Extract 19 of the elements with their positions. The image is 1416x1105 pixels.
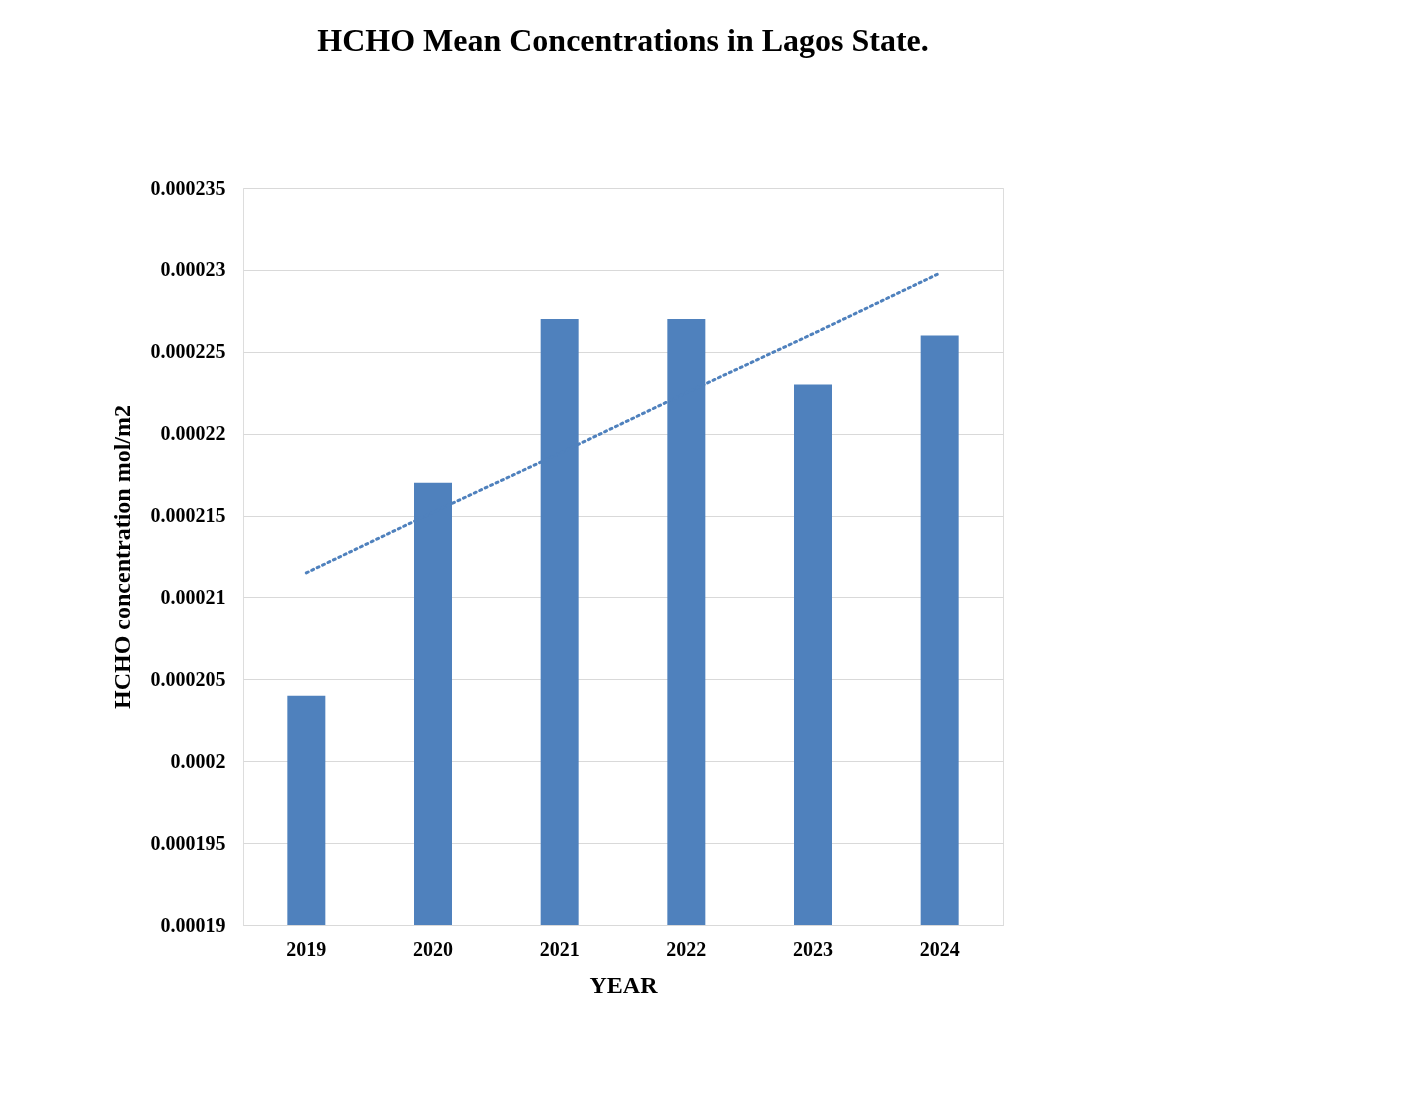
y-tick-label: 0.00019 <box>160 913 226 936</box>
y-tick-label: 0.00022 <box>160 422 226 445</box>
y-tick-label: 0.00023 <box>160 258 226 281</box>
y-tick-label: 0.00021 <box>160 585 226 608</box>
x-tick-label: 2024 <box>919 937 960 960</box>
x-tick-label: 2022 <box>666 937 707 960</box>
y-tick-label: 0.000195 <box>150 831 226 854</box>
y-tick-label: 0.000205 <box>150 667 226 690</box>
y-tick-label: 0.000235 <box>150 176 226 199</box>
x-axis-title: YEAR <box>589 971 659 998</box>
y-tick-label: 0.000215 <box>150 504 226 527</box>
chart-title: HCHO Mean Concentrations in Lagos State. <box>317 22 929 58</box>
x-tick-label: 2019 <box>286 937 327 960</box>
x-tick-label: 2023 <box>793 937 833 960</box>
y-tick-label: 0.000225 <box>150 340 226 363</box>
y-tick-label: 0.0002 <box>170 749 226 772</box>
x-tick-label: 2020 <box>413 937 453 960</box>
y-axis-title: HCHO concentration mol/m2 <box>108 405 135 709</box>
x-tick-label: 2021 <box>539 937 580 960</box>
